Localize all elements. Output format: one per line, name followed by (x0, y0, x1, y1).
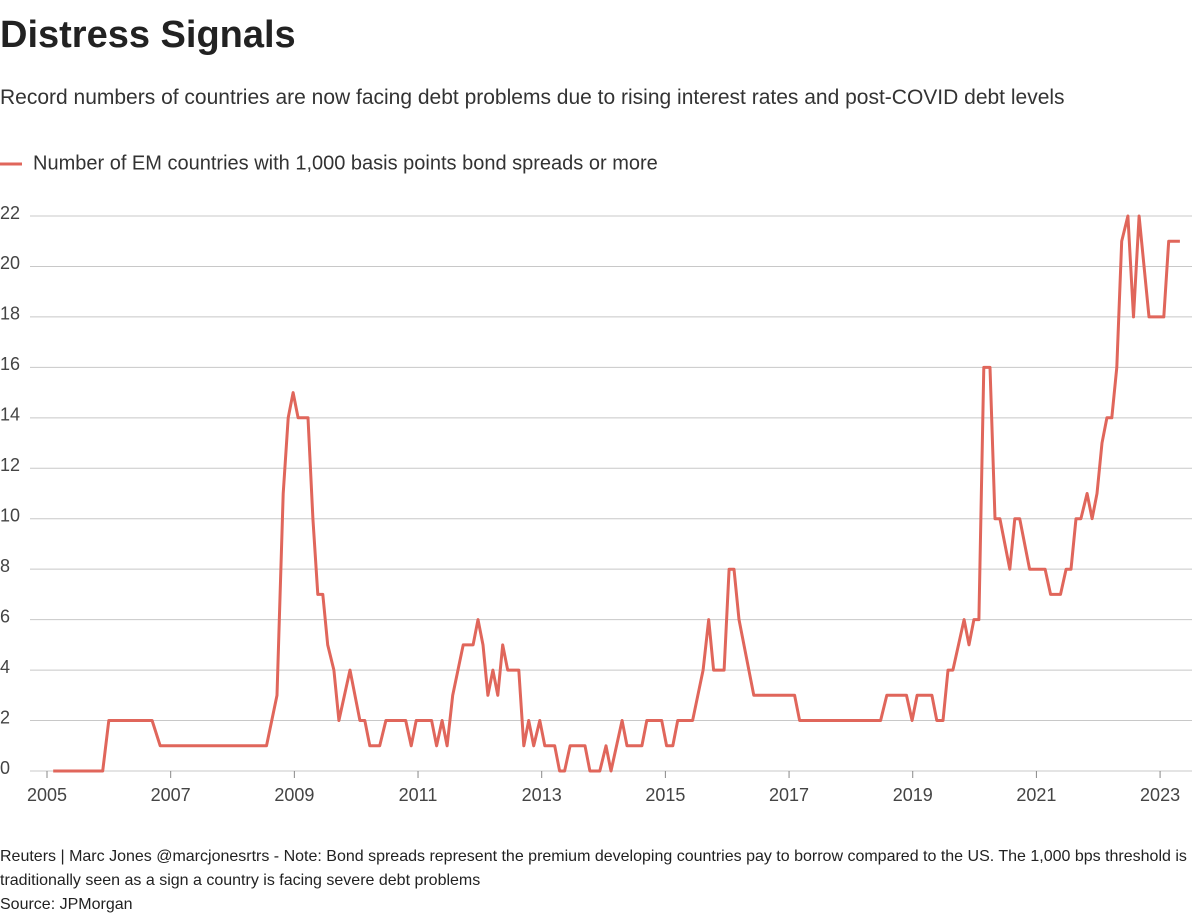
y-tick-label: 0 (0, 758, 10, 778)
chart-subtitle: Record numbers of countries are now faci… (0, 86, 1065, 109)
line (53, 214, 1180, 773)
x-tick-label: 2023 (1140, 785, 1180, 805)
y-tick-label: 8 (0, 556, 10, 576)
x-tick-label: 2011 (399, 785, 438, 805)
note: Reuters | Marc Jones @marcjonesrtrs - No… (0, 848, 1187, 889)
y-tick-label: 2 (0, 707, 10, 727)
chart-title: Distress Signals (0, 14, 296, 56)
y-tick-label: 12 (0, 455, 20, 475)
x-tick-label: 2009 (274, 785, 314, 805)
x-tick-label: 2017 (769, 785, 809, 805)
legend-label: Number of EM countries with 1,000 basis … (33, 152, 658, 174)
y-tick-label: 14 (0, 405, 20, 425)
source: Source: JPMorgan (0, 896, 133, 913)
x-tick-label: 2019 (893, 785, 933, 805)
x-tick-label: 2021 (1016, 785, 1056, 805)
x-tick-label: 2013 (522, 785, 562, 805)
y-tick-label: 16 (0, 354, 20, 374)
y-tick-label: 6 (0, 606, 10, 626)
chart: Number of EM countries with 1,000 basis … (0, 152, 1192, 805)
y-tick-label: 22 (0, 203, 20, 223)
y-tick-label: 20 (0, 253, 20, 273)
x-tick-label: 2007 (151, 785, 191, 805)
y-tick-label: 10 (0, 505, 20, 525)
y-tick-label: 4 (0, 657, 10, 677)
x-tick-label: 2015 (645, 785, 685, 805)
y-tick-label: 18 (0, 304, 20, 324)
x-tick-label: 2005 (27, 785, 67, 805)
